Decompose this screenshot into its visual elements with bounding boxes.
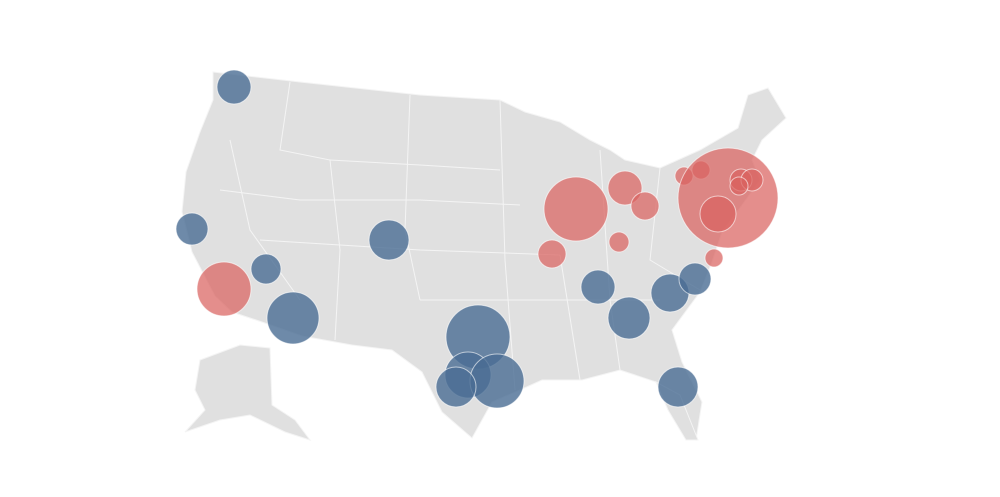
red-bubble[interactable] <box>196 261 252 317</box>
state-border <box>279 81 341 251</box>
blue-bubble[interactable] <box>657 366 699 408</box>
red-bubble[interactable] <box>607 170 643 206</box>
state-border <box>259 239 561 256</box>
state-border <box>334 249 341 341</box>
red-bubble[interactable] <box>699 195 737 233</box>
blue-bubble[interactable] <box>607 296 651 340</box>
red-bubble[interactable] <box>704 248 724 268</box>
blue-bubble[interactable] <box>216 69 252 105</box>
red-bubble[interactable] <box>630 191 660 221</box>
state-border <box>229 139 301 301</box>
blue-bubble[interactable] <box>368 219 410 261</box>
alaska <box>184 344 312 441</box>
blue-bubble[interactable] <box>435 366 477 408</box>
red-bubble[interactable] <box>608 231 630 253</box>
state-border <box>329 159 501 171</box>
blue-bubble[interactable] <box>580 269 616 305</box>
blue-bubble[interactable] <box>469 353 525 409</box>
bubbles <box>175 69 779 409</box>
red-bubble[interactable] <box>543 176 609 242</box>
state-border <box>219 189 521 206</box>
red-bubble[interactable] <box>729 176 749 196</box>
blue-bubble[interactable] <box>678 262 712 296</box>
state-border <box>559 254 581 381</box>
blue-bubble[interactable] <box>175 212 209 246</box>
blue-bubble[interactable] <box>250 253 282 285</box>
red-bubble[interactable] <box>677 147 779 249</box>
blue-bubble[interactable] <box>266 291 320 345</box>
red-bubble[interactable] <box>537 239 567 269</box>
state-border <box>499 99 516 391</box>
